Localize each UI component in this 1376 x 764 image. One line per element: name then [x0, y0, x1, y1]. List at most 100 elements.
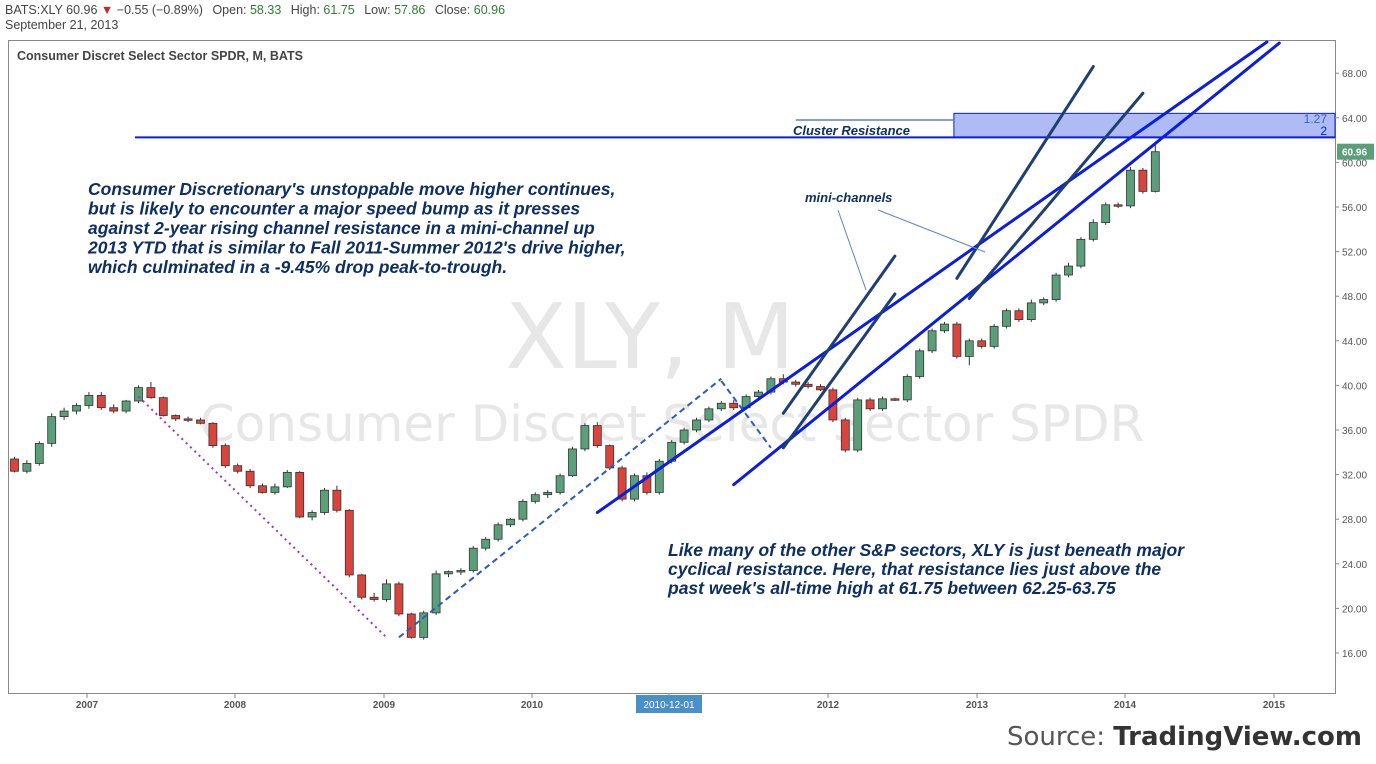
- candle-body: [320, 489, 329, 513]
- cluster-resistance-label: Cluster Resistance: [793, 123, 910, 138]
- candle-body: [1051, 274, 1061, 300]
- candle-body: [456, 570, 466, 573]
- candle: [989, 324, 999, 349]
- candle-body: [332, 489, 342, 511]
- y-tick-label: 40.00: [1342, 381, 1367, 392]
- top-annotation-line: 2013 YTD that is similar to Fall 2011-Su…: [87, 238, 626, 258]
- candle: [1064, 262, 1073, 278]
- x-tick-label: 2015: [1263, 700, 1286, 711]
- last-price-label: 60.96: [1342, 148, 1367, 159]
- candle: [902, 374, 912, 403]
- candle: [59, 407, 69, 420]
- candle-body: [1014, 310, 1024, 321]
- annotations-layer: Cluster Resistance 1.272 mini-channels Cons…: [87, 112, 1327, 598]
- x-tick-label: 2009: [373, 700, 396, 711]
- x-tick-label: 2010: [521, 700, 544, 711]
- low-label: Low:: [364, 3, 391, 17]
- x-tick-highlight: [636, 695, 702, 713]
- candle: [394, 581, 404, 617]
- candle: [96, 392, 106, 410]
- candle: [679, 427, 689, 445]
- candle-body: [406, 613, 416, 638]
- axes-layer: 16.00 20.00 24.00 28.00 32.00 36.00 40.00 44.00…: [76, 69, 1374, 713]
- candle-body: [927, 330, 937, 352]
- candle-body: [642, 475, 652, 493]
- candle: [878, 396, 887, 412]
- x-tick-label: 2007: [76, 700, 99, 711]
- candle: [865, 397, 875, 412]
- candle-body: [902, 376, 912, 401]
- candle-body: [72, 405, 81, 412]
- candle-body: [357, 574, 367, 598]
- last-price: 60.96: [66, 3, 98, 17]
- candle: [791, 379, 801, 387]
- last-price-badge: [1337, 143, 1374, 160]
- candle: [22, 460, 32, 474]
- symbol-header: BATS:XLY 60.96 ▼ −0.55 (−0.89%) Open: 58…: [5, 3, 505, 33]
- candle: [134, 385, 143, 404]
- candle-body: [196, 419, 205, 424]
- chart-title: Consumer Discret Select Sector SPDR, M, …: [17, 49, 303, 63]
- y-tick-label: 60.00: [1342, 158, 1367, 169]
- candle-body: [840, 419, 850, 451]
- candle-body: [692, 419, 701, 431]
- candle-body: [208, 422, 218, 447]
- candle: [568, 446, 577, 477]
- candle: [34, 441, 44, 466]
- candle: [816, 384, 825, 391]
- candle: [282, 470, 292, 488]
- candle-body: [1150, 151, 1160, 192]
- symbol-name: BATS:XLY: [5, 3, 63, 17]
- candle-body: [96, 395, 106, 409]
- candle-body: [754, 391, 763, 397]
- candle-body: [109, 407, 119, 412]
- candle: [171, 414, 181, 422]
- resistance-layer: [135, 112, 1336, 139]
- candle-body: [59, 410, 69, 418]
- cluster-resistance-zone: [953, 112, 1336, 138]
- candle-body: [295, 471, 305, 518]
- candle: [406, 612, 416, 639]
- candle: [270, 483, 280, 495]
- candle: [506, 518, 515, 528]
- candle-body: [47, 416, 57, 444]
- candle-body: [468, 547, 478, 571]
- candle-body: [1026, 302, 1036, 321]
- candle: [307, 510, 317, 521]
- candle-body: [952, 323, 962, 357]
- candle-body: [1113, 204, 1123, 207]
- candle-body: [183, 418, 193, 421]
- candle: [964, 338, 974, 366]
- candle-body: [10, 458, 19, 472]
- mini-channel-1-lower: [781, 292, 897, 450]
- candle-body: [555, 475, 565, 493]
- close-value: 60.96: [473, 3, 506, 17]
- candle-body: [1039, 299, 1049, 304]
- candle: [530, 492, 540, 504]
- candle-body: [382, 583, 391, 600]
- candle: [109, 404, 119, 414]
- y-tick-label: 44.00: [1342, 337, 1367, 348]
- candle: [332, 485, 342, 513]
- candle: [121, 399, 131, 414]
- candle: [1088, 219, 1098, 242]
- candle-body: [258, 485, 267, 493]
- source-credit: Source: TradingView.com: [1007, 722, 1362, 752]
- candle-body: [121, 400, 131, 412]
- candle-body: [282, 471, 292, 488]
- candle: [555, 473, 565, 495]
- candle: [220, 443, 230, 468]
- y-tick-label: 24.00: [1342, 560, 1367, 571]
- candle: [890, 397, 900, 402]
- y-tick-label: 16.00: [1342, 649, 1367, 660]
- candle-body: [791, 381, 801, 385]
- y-tick-label: 48.00: [1342, 292, 1367, 303]
- candle-body: [344, 509, 354, 576]
- trendlines-layer: [137, 40, 1281, 639]
- candle: [320, 487, 329, 515]
- candle: [444, 570, 453, 578]
- price-change: −0.55 (−0.89%): [116, 3, 203, 17]
- top-annotation-line: but is likely to encounter a major speed…: [88, 199, 580, 219]
- candle: [1051, 272, 1061, 302]
